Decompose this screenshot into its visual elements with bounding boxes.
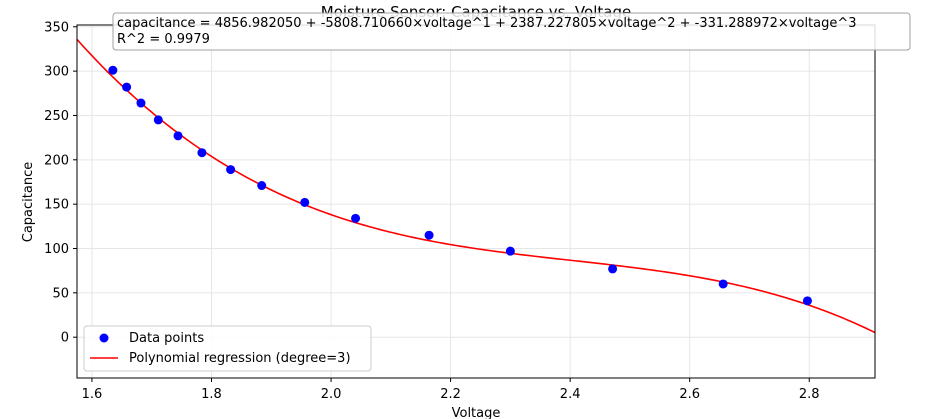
- data-point: [718, 279, 728, 289]
- plot-area: [77, 25, 875, 378]
- data-point: [300, 197, 310, 207]
- data-point: [424, 230, 434, 240]
- x-axis-label: Voltage: [452, 406, 501, 419]
- x-tick-label: 1.8: [201, 387, 222, 402]
- data-point: [351, 213, 361, 223]
- x-tick-label: 2.6: [679, 387, 700, 402]
- equation-box: capacitance = 4856.982050 + -5808.710660…: [112, 12, 911, 51]
- x-tick-label: 2.8: [799, 387, 820, 402]
- y-tick-label: 150: [44, 198, 69, 213]
- y-tick-label: 250: [44, 109, 69, 124]
- x-tick-label: 2.2: [440, 387, 461, 402]
- y-tick-label: 300: [44, 65, 69, 80]
- y-tick-label: 350: [44, 20, 69, 35]
- grid: [77, 25, 875, 378]
- legend: Data points Polynomial regression (degre…: [83, 325, 372, 372]
- x-tick-label: 2.0: [321, 387, 342, 402]
- y-tick-label: 50: [52, 286, 69, 301]
- data-point: [197, 148, 207, 158]
- x-tick-label: 1.6: [82, 387, 103, 402]
- data-point: [608, 264, 618, 274]
- data-point: [153, 115, 163, 125]
- data-point: [136, 98, 146, 108]
- legend-marker-data-points: [99, 333, 109, 343]
- equation-text: capacitance = 4856.982050 + -5808.710660…: [117, 16, 857, 31]
- data-point: [226, 165, 236, 175]
- data-point: [108, 65, 118, 75]
- data-point: [257, 181, 267, 191]
- x-tick-label: 2.4: [560, 387, 581, 402]
- regression-curve: [77, 38, 875, 334]
- data-point: [173, 131, 183, 141]
- y-tick-label: 100: [44, 242, 69, 257]
- y-tick-label: 0: [61, 331, 69, 346]
- y-axis-label: Capacitance: [21, 162, 36, 242]
- legend-label-regression: Polynomial regression (degree=3): [129, 351, 351, 366]
- data-point: [122, 82, 132, 92]
- data-point: [505, 246, 515, 256]
- y-tick-label: 200: [44, 153, 69, 168]
- legend-label-data-points: Data points: [129, 331, 204, 346]
- data-point: [802, 296, 812, 306]
- r-squared-text: R^2 = 0.9979: [117, 32, 210, 47]
